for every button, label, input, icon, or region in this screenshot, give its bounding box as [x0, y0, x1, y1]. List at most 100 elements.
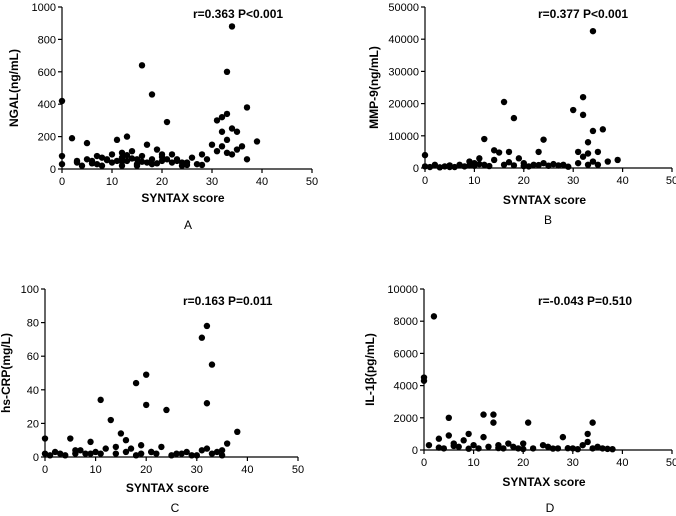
data-point	[460, 437, 466, 443]
data-point	[169, 151, 175, 157]
panel-b: 0 10 20 30 40 50 0 10000 20000 30000 40000 50000 SYN…	[367, 2, 676, 227]
data-point	[138, 442, 144, 448]
data-point	[118, 430, 124, 436]
data-point	[550, 445, 556, 451]
data-point	[144, 142, 150, 148]
data-point	[506, 149, 512, 155]
data-point	[224, 137, 230, 143]
data-point	[224, 69, 230, 75]
data-point	[614, 157, 620, 163]
x-tick-label: 20	[517, 457, 529, 469]
data-point	[139, 62, 145, 68]
correlation-annotation: r=0.163 P=0.011	[183, 294, 273, 308]
x-tick-label: 10	[467, 457, 479, 469]
data-point	[164, 119, 170, 125]
y-tick-label: 30000	[388, 66, 419, 78]
data-point	[436, 444, 442, 450]
data-point	[595, 149, 601, 155]
x-tick-label: 10	[106, 176, 118, 188]
x-tick-label: 0	[422, 175, 428, 187]
data-point	[158, 444, 164, 450]
data-point	[491, 157, 497, 163]
data-point	[485, 444, 491, 450]
y-tick-label: 80	[27, 318, 39, 330]
x-tick-label: 50	[666, 175, 676, 187]
x-tick-label: 30	[567, 457, 579, 469]
x-tick-label: 20	[140, 464, 152, 476]
data-point	[589, 419, 595, 425]
data-point	[87, 450, 93, 456]
data-point	[59, 153, 65, 159]
x-tick-label: 30	[191, 464, 203, 476]
data-point	[154, 160, 160, 166]
data-point	[446, 415, 452, 421]
panel-c: 0 10 20 30 40 50020406080100SYNTAX scorehs-CR…	[0, 284, 304, 515]
data-point	[103, 445, 109, 451]
data-point	[480, 434, 486, 440]
x-axis-title: SYNTAX score	[126, 481, 209, 495]
data-point	[79, 163, 85, 169]
data-point	[129, 148, 135, 154]
data-point	[163, 407, 169, 413]
data-point	[590, 128, 596, 134]
data-point	[585, 150, 591, 156]
y-tick-label: 4000	[394, 381, 418, 393]
y-axis-title: IL-1β(pg/mL)	[363, 333, 377, 406]
x-tick-label: 0	[421, 457, 427, 469]
panel-label: A	[184, 218, 192, 232]
x-axis-title: SYNTAX score	[502, 475, 585, 489]
data-point	[149, 91, 155, 97]
data-point	[204, 323, 210, 329]
data-point	[580, 112, 586, 118]
data-point	[466, 162, 472, 168]
x-tick-label: 50	[306, 176, 318, 188]
x-tick-label: 50	[666, 457, 676, 469]
data-point	[476, 161, 482, 167]
data-point	[600, 126, 606, 132]
data-point	[139, 153, 145, 159]
data-point	[565, 164, 571, 170]
data-point	[565, 445, 571, 451]
x-tick-label: 0	[59, 176, 65, 188]
data-point	[139, 159, 145, 165]
y-tick-label: 40000	[388, 34, 419, 46]
data-point	[59, 98, 65, 104]
data-point	[134, 163, 140, 169]
correlation-annotation: r=-0.043 P=0.510	[538, 294, 632, 308]
data-point	[481, 136, 487, 142]
data-point	[476, 155, 482, 161]
x-tick-label: 50	[292, 464, 304, 476]
data-point	[422, 152, 428, 158]
y-tick-label: 20000	[388, 99, 419, 111]
data-point	[154, 146, 160, 152]
data-point	[506, 159, 512, 165]
data-point	[74, 158, 80, 164]
y-tick-label: 6000	[394, 348, 418, 360]
data-point	[214, 148, 220, 154]
data-point	[604, 446, 610, 452]
y-tick-label: 0	[413, 163, 419, 175]
data-point	[179, 159, 185, 165]
data-point	[525, 419, 531, 425]
y-tick-label: 20	[27, 418, 39, 430]
x-tick-label: 40	[256, 176, 268, 188]
y-tick-label: 0	[50, 164, 56, 176]
data-point	[89, 160, 95, 166]
y-tick-label: 10000	[388, 131, 419, 143]
data-point	[490, 419, 496, 425]
data-point	[113, 450, 119, 456]
data-point	[72, 447, 78, 453]
y-tick-label: 0	[33, 452, 39, 464]
x-tick-label: 30	[206, 176, 218, 188]
data-point	[108, 417, 114, 423]
data-point	[530, 445, 536, 451]
data-point	[254, 138, 260, 144]
correlation-annotation: r=0.363 P<0.001	[193, 7, 283, 21]
data-point	[219, 447, 225, 453]
x-tick-label: 40	[241, 464, 253, 476]
data-point	[69, 135, 75, 141]
y-tick-label: 800	[38, 34, 56, 46]
data-point	[178, 450, 184, 456]
data-point	[426, 442, 432, 448]
x-tick-label: 0	[42, 464, 48, 476]
